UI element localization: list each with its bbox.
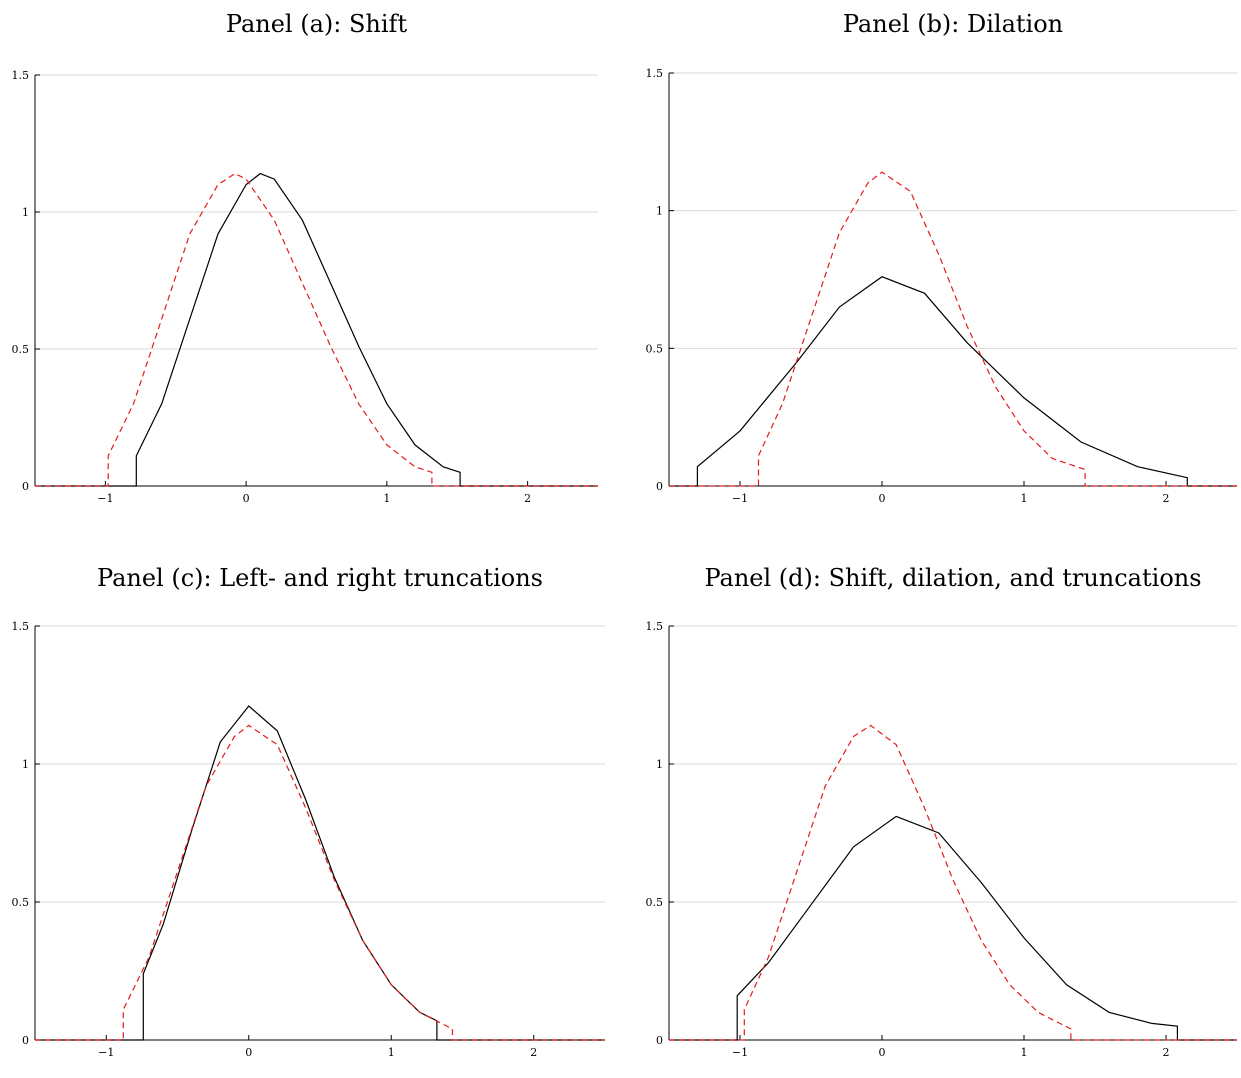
panel-d-x-tick-label: 2 bbox=[1163, 1046, 1170, 1059]
panel-a-title: Panel (a): Shift bbox=[226, 10, 408, 38]
panel-c-title: Panel (c): Left- and right truncations bbox=[97, 564, 543, 592]
panel-b-y-tick-label: 1.5 bbox=[646, 67, 664, 80]
panel-c-dashed-line bbox=[35, 724, 605, 1041]
panel-b-x-tick-label: 0 bbox=[879, 492, 886, 505]
panel-d-y-tick-label: 1 bbox=[656, 758, 663, 771]
panel-c-x-tick-label: 1 bbox=[388, 1046, 395, 1059]
panel-a-y-tick-label: 1 bbox=[22, 206, 29, 219]
panel-a-dashed-line bbox=[35, 172, 598, 487]
panel-c-x-tick-label: −1 bbox=[98, 1046, 114, 1059]
panel-c-x-tick-label: 2 bbox=[530, 1046, 537, 1059]
panel-a-x-tick-label: 1 bbox=[383, 492, 390, 505]
panel-c-x-tick-label: 0 bbox=[245, 1046, 252, 1059]
panel-b-solid-line bbox=[669, 276, 1237, 487]
panel-b-dashed-line bbox=[669, 171, 1237, 487]
panel-d-dashed-line bbox=[669, 724, 1237, 1041]
panel-a-x-tick-label: 2 bbox=[524, 492, 531, 505]
panel-a-solid-line bbox=[35, 172, 598, 487]
panel-d: Panel (d): Shift, dilation, and truncati… bbox=[646, 564, 1237, 1059]
panel-d-x-tick-label: 1 bbox=[1021, 1046, 1028, 1059]
panel-a-x-tick-label: 0 bbox=[243, 492, 250, 505]
panel-b-y-tick-label: 0.5 bbox=[646, 342, 664, 355]
panel-c-solid-line bbox=[35, 705, 605, 1041]
panel-c-y-tick-label: 1.5 bbox=[12, 620, 30, 633]
panel-c: Panel (c): Left- and right truncations 0 0… bbox=[12, 564, 605, 1059]
panel-d-x-tick-label: −1 bbox=[732, 1046, 748, 1059]
panel-b-y-tick-label: 1 bbox=[656, 205, 663, 218]
panel-d-y-tick-label: 0 bbox=[656, 1034, 663, 1047]
panel-a-y-tick-label: 1.5 bbox=[12, 69, 30, 82]
panel-b-y-tick-label: 0 bbox=[656, 480, 663, 493]
panel-b-x-tick-label: −1 bbox=[732, 492, 748, 505]
panel-a-x-tick-label: −1 bbox=[97, 492, 113, 505]
panel-a-y-tick-label: 0.5 bbox=[12, 343, 30, 356]
panel-d-y-tick-label: 0.5 bbox=[646, 896, 664, 909]
panel-c-y-tick-label: 1 bbox=[22, 758, 29, 771]
panel-d-y-tick-label: 1.5 bbox=[646, 620, 664, 633]
panel-c-y-tick-label: 0.5 bbox=[12, 896, 30, 909]
panel-b-x-tick-label: 2 bbox=[1163, 492, 1170, 505]
panel-d-title: Panel (d): Shift, dilation, and truncati… bbox=[704, 564, 1201, 592]
panel-a: Panel (a): Shift 0 0.5 1 1.5 −1 0 1 2 bbox=[12, 10, 598, 505]
panel-b-x-tick-label: 1 bbox=[1021, 492, 1028, 505]
panel-c-y-tick-label: 0 bbox=[22, 1034, 29, 1047]
panel-d-solid-line bbox=[669, 815, 1237, 1041]
panel-b: Panel (b): Dilation 0 0.5 1 1.5 −1 0 1 2 bbox=[646, 10, 1237, 505]
panel-d-x-tick-label: 0 bbox=[879, 1046, 886, 1059]
panel-a-y-tick-label: 0 bbox=[22, 480, 29, 493]
panel-b-title: Panel (b): Dilation bbox=[843, 10, 1063, 38]
